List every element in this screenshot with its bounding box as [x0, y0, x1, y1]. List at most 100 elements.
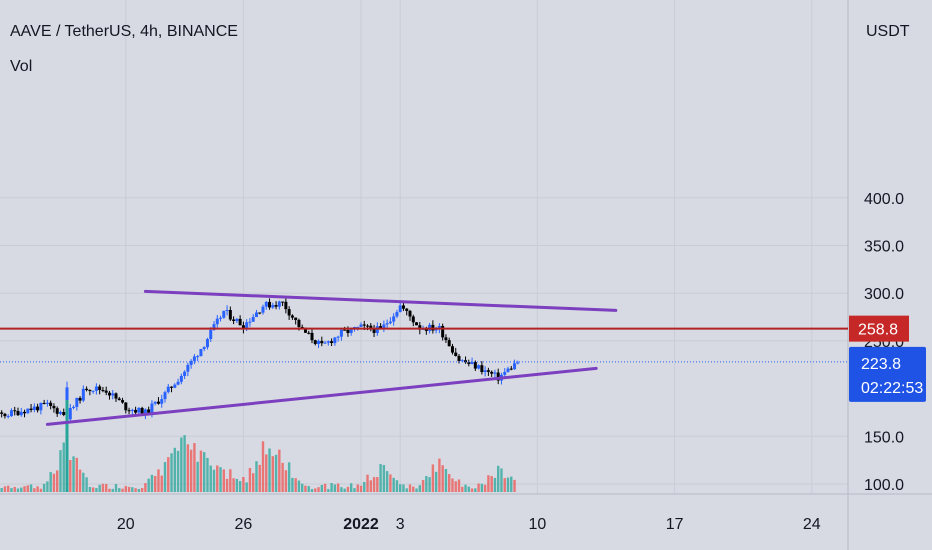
- candle-body: [496, 372, 500, 381]
- candle-body: [281, 301, 285, 303]
- volume-indicator-label[interactable]: Vol: [10, 58, 33, 75]
- candle-body: [235, 318, 239, 321]
- volume-bar: [33, 488, 36, 492]
- upper-trendline[interactable]: [143, 289, 618, 312]
- volume-bar: [157, 469, 160, 492]
- volume-bar: [268, 448, 271, 492]
- volume-bar: [304, 485, 307, 492]
- candle-body: [444, 337, 448, 341]
- candle-body: [336, 336, 340, 338]
- volume-bar: [176, 450, 180, 492]
- candle-body: [9, 410, 13, 417]
- volume-bar: [366, 474, 369, 492]
- volume-bar: [454, 481, 457, 492]
- volume-bar: [343, 488, 346, 492]
- volume-bar: [477, 483, 480, 492]
- candle-body: [179, 376, 183, 382]
- volume-bar: [284, 470, 288, 492]
- volume-bar: [363, 481, 366, 492]
- volume-bar: [140, 487, 144, 492]
- candle-body: [473, 362, 477, 369]
- candle-body: [310, 332, 314, 341]
- volume-bar: [461, 486, 464, 492]
- symbol-title[interactable]: AAVE / TetherUS, 4h, BINANCE: [10, 23, 238, 40]
- candle-body: [447, 340, 451, 347]
- candle-body: [137, 407, 141, 413]
- volume-bar: [114, 484, 118, 492]
- volume-bar: [199, 450, 203, 492]
- volume-bar: [121, 488, 124, 492]
- candle-body: [460, 360, 464, 362]
- candle-body: [42, 402, 46, 404]
- y-tick-label: 400.0: [864, 191, 904, 208]
- volume-bar: [399, 484, 402, 492]
- candle-body: [124, 402, 128, 411]
- volume-bar: [206, 457, 209, 492]
- last-price-label[interactable]: [849, 346, 926, 402]
- candle-body: [490, 371, 494, 374]
- volume-bar: [372, 477, 376, 492]
- volume-bar: [340, 487, 343, 492]
- candle-body: [330, 341, 334, 344]
- candle-body: [261, 306, 265, 313]
- volume-bar: [189, 449, 193, 492]
- volume-bar: [405, 488, 408, 492]
- volume-bar: [98, 484, 101, 492]
- candle-body: [72, 406, 76, 408]
- volume-bar: [147, 478, 150, 492]
- volume-bar: [506, 477, 510, 492]
- volume-bar: [392, 477, 395, 492]
- volume-bar: [464, 484, 467, 492]
- candle-body: [52, 405, 56, 409]
- volume-bar: [186, 444, 190, 492]
- volume-bar: [82, 472, 85, 492]
- volume-bar: [310, 488, 314, 492]
- x-tick-label: 2022: [343, 516, 379, 533]
- candle-body: [323, 342, 327, 344]
- candle-body: [140, 407, 144, 416]
- candle-body: [183, 371, 187, 377]
- candle-body: [372, 329, 376, 333]
- lower-trendline[interactable]: [45, 366, 598, 426]
- candle-body: [153, 401, 157, 404]
- x-tick-label: 17: [666, 516, 684, 533]
- candle-body: [78, 397, 82, 401]
- candle-body: [392, 316, 396, 322]
- volume-bar: [441, 465, 444, 492]
- volume-bar: [451, 478, 454, 492]
- volume-bar: [235, 478, 239, 492]
- volume-bar: [52, 473, 56, 492]
- volume-bar: [274, 454, 278, 492]
- candle-body: [156, 401, 160, 404]
- volume-bar: [353, 488, 356, 492]
- volume-bar: [150, 474, 154, 492]
- candle-body: [297, 319, 301, 327]
- volume-bar: [438, 458, 441, 492]
- candle-body: [58, 412, 62, 414]
- candle-body: [39, 402, 43, 411]
- candle-body: [362, 324, 366, 326]
- candle-body: [45, 402, 49, 404]
- candle-body: [170, 386, 174, 388]
- candle-body: [0, 412, 4, 414]
- volume-bar: [29, 484, 33, 492]
- candle-body: [192, 356, 196, 361]
- volume-bar: [78, 469, 82, 492]
- volume-bar: [248, 467, 252, 492]
- x-tick-label: 24: [803, 516, 821, 533]
- volume-bar: [513, 479, 516, 492]
- candle-body: [205, 339, 209, 348]
- candle-body: [418, 325, 422, 330]
- volume-bar: [278, 449, 281, 492]
- candle-body: [424, 328, 428, 331]
- candle-body: [290, 315, 294, 318]
- candle-body: [401, 305, 405, 309]
- candle-body: [91, 390, 95, 392]
- volume-bar: [448, 474, 451, 492]
- level-price-label[interactable]: [849, 315, 909, 342]
- volume-bar: [467, 486, 470, 492]
- candle-body: [349, 327, 353, 333]
- volume-bar: [49, 472, 52, 492]
